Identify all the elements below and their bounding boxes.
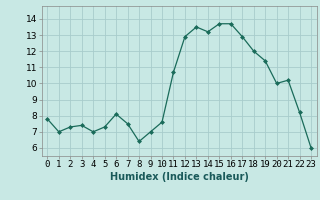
- X-axis label: Humidex (Indice chaleur): Humidex (Indice chaleur): [110, 172, 249, 182]
